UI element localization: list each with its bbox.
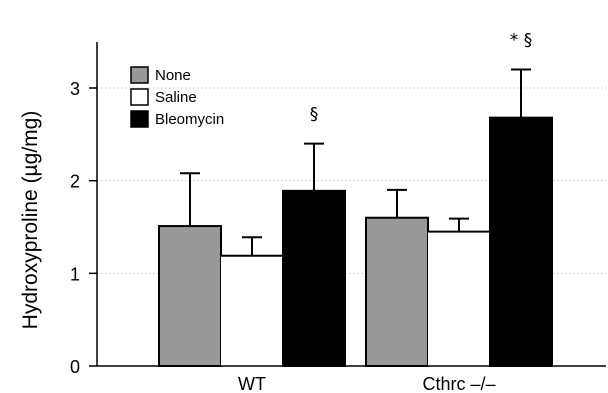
legend-label: Saline: [155, 89, 197, 106]
bar: [282, 189, 346, 367]
y-ticks: 0 1 2 3: [70, 79, 97, 377]
axes: [96, 42, 606, 367]
y-tick-label: 1: [70, 264, 80, 284]
bar: [158, 225, 222, 367]
legend-swatch: [130, 88, 149, 106]
bar: [428, 231, 490, 366]
y-tick-label: 2: [70, 172, 80, 192]
y-tick-label: 3: [70, 79, 80, 99]
bar: [489, 116, 553, 367]
bars: [158, 68, 553, 367]
legend: None Saline Bleomycin: [130, 66, 224, 128]
x-category-label: Cthrc –/–: [422, 374, 495, 393]
significance-marker: * §: [510, 30, 532, 50]
bar: [365, 216, 429, 367]
legend-label: None: [155, 67, 191, 84]
y-tick-label: 0: [70, 357, 80, 377]
x-category-label: WT: [238, 374, 266, 393]
significance-marker: §: [310, 105, 319, 125]
bar: [221, 255, 283, 366]
legend-swatch: [130, 110, 149, 128]
y-axis-title: Hydroxyproline (µg/mg): [19, 111, 42, 330]
annotations: § * §: [310, 30, 532, 124]
legend-label: Bleomycin: [155, 111, 224, 128]
legend-swatch: [130, 66, 149, 84]
x-category-labels: WT Cthrc –/–: [238, 374, 496, 393]
